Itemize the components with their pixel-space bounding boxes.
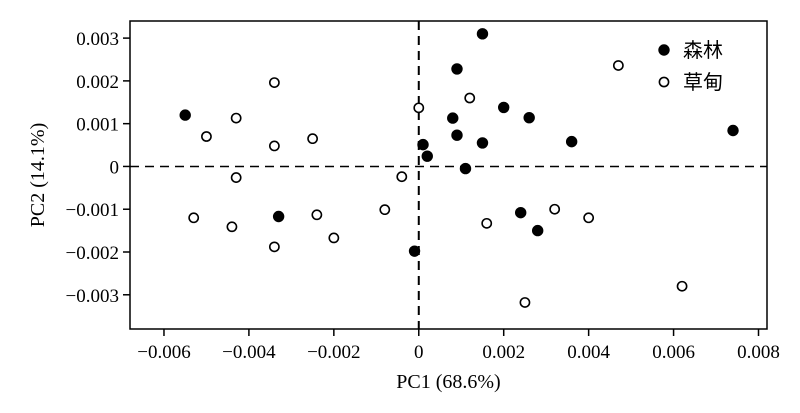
x-tick-label: −0.006: [137, 342, 190, 363]
meadow-point: [519, 297, 531, 308]
forest-point: [498, 101, 510, 114]
forest-point: [523, 111, 535, 124]
meadow-point: [328, 232, 340, 244]
forest-point: [476, 137, 489, 149]
plot-frame: [129, 20, 768, 330]
meadow-point: [311, 209, 323, 221]
y-tick-label: 0.001: [76, 115, 119, 136]
meadow-point: [268, 140, 280, 152]
meadow-point: [226, 221, 238, 233]
forest-point: [451, 63, 463, 75]
forest-point: [408, 245, 421, 257]
forest-point: [272, 210, 285, 223]
y-axis-title: PC2 (14.1%): [27, 123, 49, 227]
meadow-point: [676, 280, 688, 292]
meadow-point: [396, 171, 408, 183]
legend-label: 森林: [683, 38, 723, 62]
meadow-point: [583, 212, 595, 224]
legend-label: 草甸: [683, 70, 723, 94]
x-tick-label: −0.002: [307, 342, 360, 363]
x-tick-label: 0.008: [737, 342, 780, 363]
forest-point: [459, 162, 472, 175]
legend-marker: [658, 76, 670, 88]
forest-point: [179, 109, 191, 121]
meadow-point: [230, 172, 242, 183]
meadow-point: [268, 77, 280, 88]
y-tick-label: 0.002: [76, 72, 119, 93]
meadow-point: [481, 217, 493, 229]
y-axis-ticks: 0.003 0.002 0.001 0 −0.001 −0.002 −0.003: [66, 29, 130, 307]
y-tick-label: 0.003: [76, 29, 119, 50]
y-tick-label: −0.003: [66, 286, 119, 307]
forest-point: [531, 224, 544, 237]
forest-point: [727, 124, 739, 137]
meadow-point: [379, 204, 391, 216]
forest-point: [514, 206, 527, 219]
x-tick-label: 0: [414, 342, 424, 363]
y-tick-label: −0.001: [66, 200, 119, 221]
forest-point: [476, 28, 489, 40]
x-tick-label: 0.002: [482, 342, 525, 363]
forest-point: [565, 135, 578, 148]
y-tick-label: 0: [110, 157, 120, 178]
x-axis-ticks: −0.006 −0.004 −0.002 0 0.002 0.004 0.006 0.008: [137, 329, 780, 363]
x-tick-label: 0.006: [652, 342, 695, 363]
forest-point: [417, 138, 429, 151]
legend-marker: [658, 44, 670, 56]
x-tick-label: 0.004: [567, 342, 610, 363]
plot-area: −0.006 −0.004 −0.002 0 0.002 0.004 0.006 0.008 …: [66, 20, 780, 363]
forest-point: [447, 112, 459, 124]
meadow-point: [612, 60, 624, 71]
meadow-point: [230, 112, 242, 124]
data-points: [179, 28, 739, 308]
meadow-point: [201, 131, 212, 142]
meadow-point: [307, 133, 319, 145]
x-tick-label: −0.004: [222, 342, 276, 363]
x-axis-title: PC1 (68.6%): [396, 371, 500, 393]
y-tick-label: −0.002: [66, 243, 119, 264]
meadow-point: [413, 102, 425, 114]
forest-point: [451, 129, 463, 141]
meadow-point: [268, 241, 280, 253]
meadow-point: [549, 203, 561, 215]
forest-point: [421, 150, 433, 162]
meadow-point: [464, 92, 476, 104]
meadow-point: [188, 212, 200, 224]
